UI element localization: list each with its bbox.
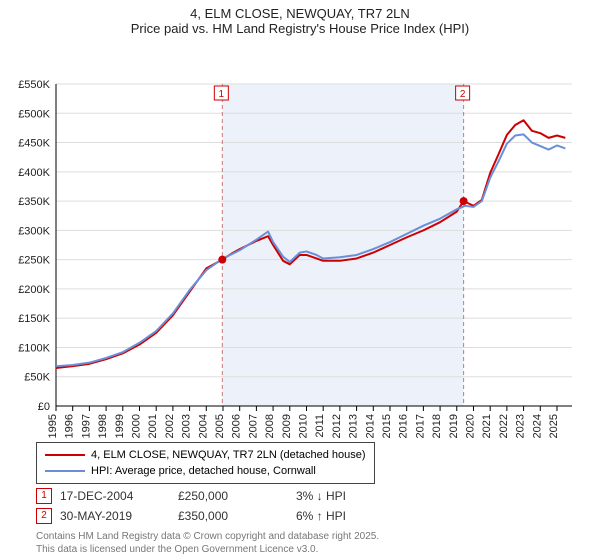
legend-label: 4, ELM CLOSE, NEWQUAY, TR7 2LN (detached… bbox=[91, 449, 366, 461]
x-tick-label: 2007 bbox=[247, 414, 259, 438]
y-tick-label: £450K bbox=[18, 138, 50, 150]
sale-price: £250,000 bbox=[178, 489, 296, 503]
y-tick-label: £400K bbox=[18, 167, 50, 179]
legend-swatch bbox=[45, 470, 85, 472]
y-tick-label: £350K bbox=[18, 196, 50, 208]
y-tick-label: £550K bbox=[18, 79, 50, 91]
y-tick-label: £50K bbox=[24, 372, 50, 384]
x-tick-label: 1996 bbox=[64, 414, 76, 438]
sale-marker-badge: 1 bbox=[36, 488, 52, 504]
sale-row: 1 17-DEC-2004£250,0003% ↓ HPI bbox=[36, 486, 436, 506]
sale-delta: 3% ↓ HPI bbox=[296, 489, 436, 503]
sale-price: £350,000 bbox=[178, 509, 296, 523]
sale-delta: 6% ↑ HPI bbox=[296, 509, 436, 523]
x-tick-label: 2020 bbox=[464, 414, 476, 438]
x-tick-label: 2013 bbox=[348, 414, 360, 438]
sales-table: 1 17-DEC-2004£250,0003% ↓ HPI 2 30-MAY-2019… bbox=[36, 486, 436, 526]
title-line2: Price paid vs. HM Land Registry's House … bbox=[0, 21, 600, 36]
fineprint-line2: This data is licensed under the Open Gov… bbox=[36, 543, 379, 556]
marker-dot bbox=[218, 256, 226, 264]
price-chart: £0 £50K £100K £150K £200K £250K £300K £350K £400… bbox=[0, 36, 600, 466]
x-tick-label: 2023 bbox=[515, 414, 527, 438]
fineprint-line1: Contains HM Land Registry data © Crown c… bbox=[36, 530, 379, 543]
sale-row: 2 30-MAY-2019£350,0006% ↑ HPI bbox=[36, 506, 436, 526]
x-tick-label: 1998 bbox=[97, 414, 109, 438]
title-line1: 4, ELM CLOSE, NEWQUAY, TR7 2LN bbox=[0, 6, 600, 21]
y-tick-label: £300K bbox=[18, 225, 50, 237]
x-tick-label: 2009 bbox=[281, 414, 293, 438]
x-tick-label: 2002 bbox=[164, 414, 176, 438]
legend-row: HPI: Average price, detached house, Corn… bbox=[45, 463, 366, 479]
x-tick-label: 2000 bbox=[130, 414, 142, 438]
x-tick-label: 1999 bbox=[114, 414, 126, 438]
x-tick-label: 2021 bbox=[481, 414, 493, 438]
shaded-period bbox=[222, 84, 463, 406]
y-tick-label: £100K bbox=[18, 342, 50, 354]
sale-date: 17-DEC-2004 bbox=[60, 489, 178, 503]
fineprint: Contains HM Land Registry data © Crown c… bbox=[36, 530, 379, 556]
marker-dot bbox=[460, 197, 468, 205]
y-tick-label: £150K bbox=[18, 313, 50, 325]
sale-marker-badge: 2 bbox=[36, 508, 52, 524]
y-tick-label: £200K bbox=[18, 284, 50, 296]
x-tick-label: 2017 bbox=[414, 414, 426, 438]
x-tick-label: 2012 bbox=[331, 414, 343, 438]
x-tick-label: 2018 bbox=[431, 414, 443, 438]
y-tick-label: £500K bbox=[18, 108, 50, 120]
x-tick-label: 2004 bbox=[197, 414, 209, 438]
sale-date: 30-MAY-2019 bbox=[60, 509, 178, 523]
y-tick-label: £0 bbox=[38, 401, 50, 413]
legend-box: 4, ELM CLOSE, NEWQUAY, TR7 2LN (detached… bbox=[36, 442, 375, 484]
marker-badge-number: 1 bbox=[219, 89, 225, 100]
x-tick-label: 2025 bbox=[548, 414, 560, 438]
marker-badge-number: 2 bbox=[460, 89, 466, 100]
x-tick-label: 2006 bbox=[231, 414, 243, 438]
legend-row: 4, ELM CLOSE, NEWQUAY, TR7 2LN (detached… bbox=[45, 447, 366, 463]
x-tick-label: 2001 bbox=[147, 414, 159, 438]
x-tick-label: 2005 bbox=[214, 414, 226, 438]
x-tick-label: 2019 bbox=[448, 414, 460, 438]
x-tick-label: 1997 bbox=[80, 414, 92, 438]
x-tick-label: 2008 bbox=[264, 414, 276, 438]
x-tick-label: 2015 bbox=[381, 414, 393, 438]
x-tick-label: 2022 bbox=[498, 414, 510, 438]
x-tick-label: 2010 bbox=[297, 414, 309, 438]
legend-label: HPI: Average price, detached house, Corn… bbox=[91, 465, 316, 477]
x-tick-label: 2024 bbox=[531, 414, 543, 438]
x-tick-label: 2003 bbox=[181, 414, 193, 438]
legend-swatch bbox=[45, 454, 85, 456]
x-tick-label: 1995 bbox=[47, 414, 59, 438]
x-tick-label: 2014 bbox=[364, 414, 376, 438]
x-tick-label: 2011 bbox=[314, 414, 326, 438]
y-tick-label: £250K bbox=[18, 255, 50, 267]
x-tick-label: 2016 bbox=[398, 414, 410, 438]
